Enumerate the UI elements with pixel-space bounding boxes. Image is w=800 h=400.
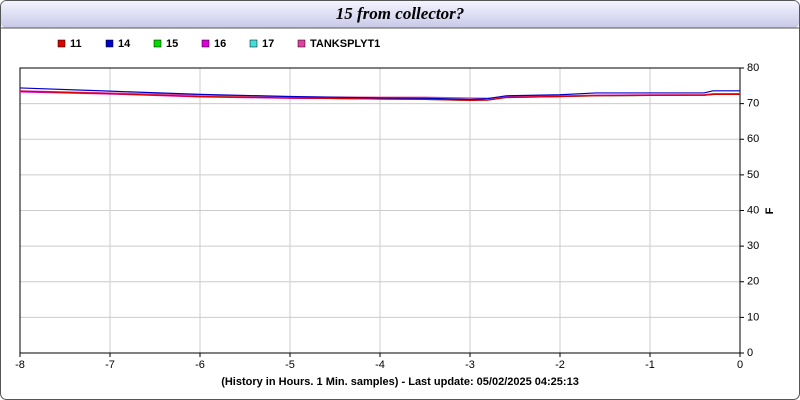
legend-swatch <box>297 39 306 48</box>
legend-swatch <box>153 39 162 48</box>
y-tick-label: 10 <box>747 311 759 323</box>
legend-swatch <box>249 39 258 48</box>
y-tick-label: 50 <box>747 169 759 181</box>
legend-label: 14 <box>118 38 131 50</box>
y-tick-label: 40 <box>747 204 759 216</box>
legend-label: 15 <box>166 38 178 50</box>
legend-swatch <box>105 39 114 48</box>
x-tick-label: -2 <box>555 359 565 371</box>
x-tick-label: 0 <box>737 359 743 371</box>
y-tick-label: 0 <box>747 347 753 359</box>
plot-border <box>19 67 741 354</box>
x-tick-label: -8 <box>15 359 25 371</box>
legend-swatch <box>201 39 210 48</box>
x-tick-label: -6 <box>195 359 205 371</box>
y-axis-label: F <box>764 207 776 214</box>
title-bar <box>1 1 799 28</box>
legend-label: 16 <box>214 38 226 50</box>
legend-label: 17 <box>262 38 274 50</box>
x-tick-label: -5 <box>285 359 295 371</box>
y-tick-label: 80 <box>747 62 759 74</box>
y-tick-label: 60 <box>747 133 759 145</box>
series-line <box>19 90 740 102</box>
x-tick-label: -4 <box>375 359 385 371</box>
x-tick-label: -1 <box>645 359 655 371</box>
y-tick-label: 70 <box>747 98 759 110</box>
legend-label: TANKSPLYT1 <box>310 38 380 50</box>
x-axis-label: (History in Hours. 1 Min. samples) - Las… <box>221 376 579 388</box>
x-tick-label: -3 <box>465 359 475 371</box>
x-tick-label: -7 <box>105 359 115 371</box>
chart-title: 15 from collector? <box>336 4 464 23</box>
legend-swatch <box>57 39 66 48</box>
series-line <box>19 87 740 100</box>
y-tick-label: 20 <box>747 276 759 288</box>
legend-label: 11 <box>70 38 82 50</box>
y-tick-label: 30 <box>747 240 759 252</box>
